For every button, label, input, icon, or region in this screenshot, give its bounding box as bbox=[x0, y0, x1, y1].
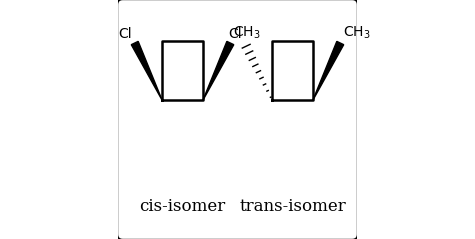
Text: Cl: Cl bbox=[228, 27, 242, 41]
Polygon shape bbox=[131, 41, 162, 100]
Text: trans-isomer: trans-isomer bbox=[239, 198, 346, 215]
Text: cis-isomer: cis-isomer bbox=[139, 198, 226, 215]
FancyBboxPatch shape bbox=[117, 0, 358, 239]
Polygon shape bbox=[313, 41, 344, 100]
Text: CH$_3$: CH$_3$ bbox=[233, 24, 260, 41]
Polygon shape bbox=[203, 41, 234, 100]
Text: CH$_3$: CH$_3$ bbox=[342, 24, 370, 41]
Text: Cl: Cl bbox=[119, 27, 133, 41]
